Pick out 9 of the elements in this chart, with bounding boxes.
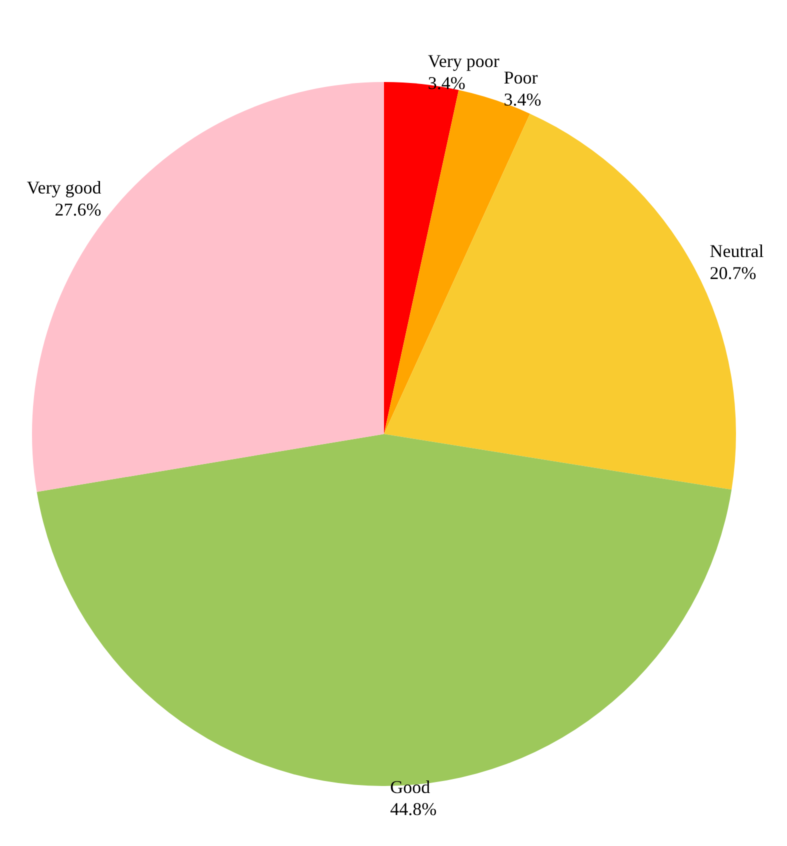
slice-label: Very poor xyxy=(428,51,500,72)
data-label: 20.7% xyxy=(710,263,756,283)
data-label: 3.4% xyxy=(428,73,466,94)
slice-label: Poor xyxy=(504,68,538,88)
data-label: 44.8% xyxy=(390,799,437,819)
data-label: 27.6% xyxy=(54,200,102,220)
slice-label: Very good xyxy=(26,178,102,198)
slice-label: Neutral xyxy=(710,241,764,261)
data-label: 3.4% xyxy=(504,90,542,110)
